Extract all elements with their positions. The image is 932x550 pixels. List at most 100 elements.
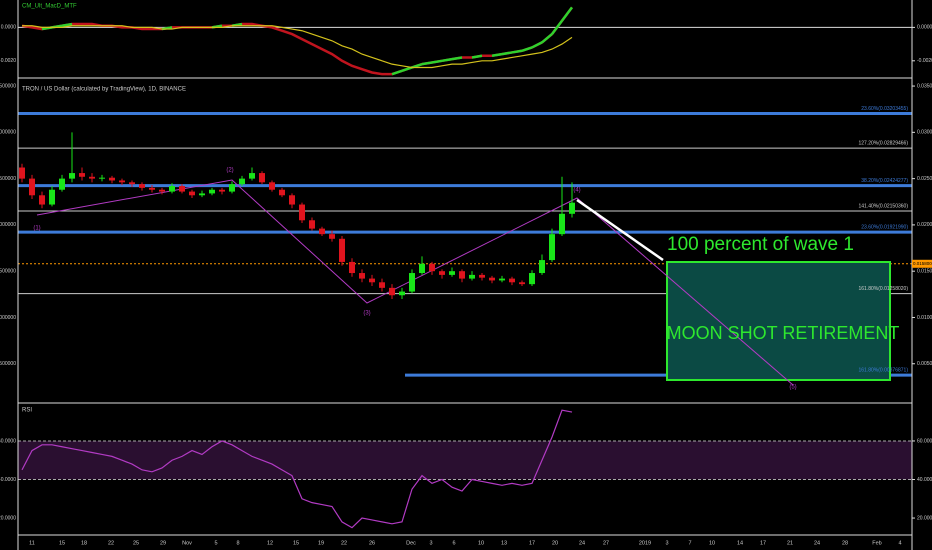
rsi-band [18, 440, 912, 480]
fib-label: 161.80%(0.00376871) [859, 367, 909, 373]
candle-body [489, 277, 495, 281]
series-segment [541, 33, 553, 44]
x-tick-label: Nov [182, 540, 192, 546]
x-tick-label: 25 [133, 540, 139, 546]
candle-body [69, 173, 75, 179]
y-tick-label: 0.01500000 [917, 269, 932, 275]
x-tick-label: 10 [709, 540, 715, 546]
candle-body [39, 195, 45, 205]
x-tick-label: 22 [341, 540, 347, 546]
x-tick-label: 29 [160, 540, 166, 546]
x-tick-label: 4 [898, 540, 901, 546]
candle-body [239, 178, 245, 185]
x-tick-label: 11 [29, 540, 35, 546]
candle-body [559, 213, 565, 235]
candle-body [179, 186, 185, 192]
series-segment [550, 19, 564, 35]
x-tick-label: Dec [406, 540, 416, 546]
candle-body [259, 173, 265, 183]
fib-label: 127.20%(0.02829466) [859, 140, 909, 146]
x-tick-label: 7 [688, 540, 691, 546]
candle-body [319, 228, 325, 235]
candle-body [219, 189, 225, 192]
fib-label: 23.60%(0.03203455) [861, 106, 908, 112]
series-segment [441, 57, 453, 63]
macd-title: CM_Ult_MacD_MTF [22, 4, 77, 10]
y-tick-label: 0.03500000 [917, 83, 932, 89]
y-tick-label: 0.00500000 [917, 361, 932, 367]
candle-body [509, 278, 515, 283]
candle-body [99, 177, 105, 179]
y-tick-label: 20.0000 [917, 515, 932, 521]
series-segment [391, 69, 403, 76]
annotation: 100 percent of wave 1 [667, 234, 854, 255]
candle-body [19, 167, 25, 179]
y-tick-label: 0.0000 [917, 25, 932, 31]
candle-body [159, 189, 165, 192]
pane-frame [17, 0, 913, 550]
wave-label: (1) [33, 226, 40, 232]
candle-body [419, 263, 425, 274]
candle-body [389, 287, 395, 296]
x-tick-label: 17 [529, 540, 535, 546]
y-tick-label: 20.0000 [0, 515, 16, 521]
candle-body [199, 193, 205, 196]
y-tick-label: 40.0000 [0, 477, 16, 483]
x-tick-label: 5 [214, 540, 217, 546]
candle-body [79, 173, 85, 177]
candle-body [269, 182, 275, 190]
candle-body [349, 261, 355, 274]
candle-body [369, 278, 375, 283]
series-segment [401, 66, 413, 73]
x-tick-label: 15 [59, 540, 65, 546]
series-segment [560, 6, 574, 22]
wave-label: (4) [573, 188, 580, 194]
y-tick-label: -0.0020 [917, 58, 932, 64]
candle-body [149, 187, 155, 190]
x-tick-label: Feb [872, 540, 881, 546]
series-segment [511, 49, 523, 54]
series-segment [471, 54, 483, 59]
candle-body [519, 282, 525, 285]
series-segment [521, 46, 533, 52]
fib-label: 161.80%(0.01258020) [859, 286, 909, 292]
series-segment [421, 61, 433, 66]
candle-body [359, 273, 365, 279]
series-segment [491, 52, 503, 58]
x-tick-label: 3 [665, 540, 668, 546]
y-tick-label: -0.0020 [0, 58, 16, 64]
x-tick-label: 15 [293, 540, 299, 546]
rsi-title: RSI [22, 408, 32, 414]
candle-body [539, 260, 545, 274]
candle-body [209, 189, 215, 194]
series-line [21, 409, 573, 529]
candle-body [379, 282, 385, 288]
candle-body [409, 273, 415, 292]
series-segment [451, 56, 463, 61]
price-title: TRON / US Dollar (calculated by TradingV… [22, 87, 186, 93]
x-tick-label: 26 [369, 540, 375, 546]
candle-body [429, 263, 435, 272]
candle-body [399, 291, 405, 296]
candle-body [439, 271, 445, 275]
series-segment [61, 22, 73, 27]
wave-zigzag [36, 179, 794, 386]
candle-body [339, 238, 345, 262]
candle-body [189, 191, 195, 196]
target-box [666, 261, 891, 381]
candle-body [469, 274, 475, 279]
x-tick-label: 19 [318, 540, 324, 546]
candle-body [109, 177, 115, 181]
candle-body [279, 189, 285, 196]
last-price-label: 0.01580000 [913, 261, 932, 266]
candle-body [129, 182, 135, 185]
x-tick-label: 6 [452, 540, 455, 546]
y-tick-label: 40.0000 [917, 477, 932, 483]
series-line [22, 25, 573, 69]
last-price-box [912, 259, 932, 268]
annotation: MOON SHOT RETIREMENT [667, 323, 900, 343]
